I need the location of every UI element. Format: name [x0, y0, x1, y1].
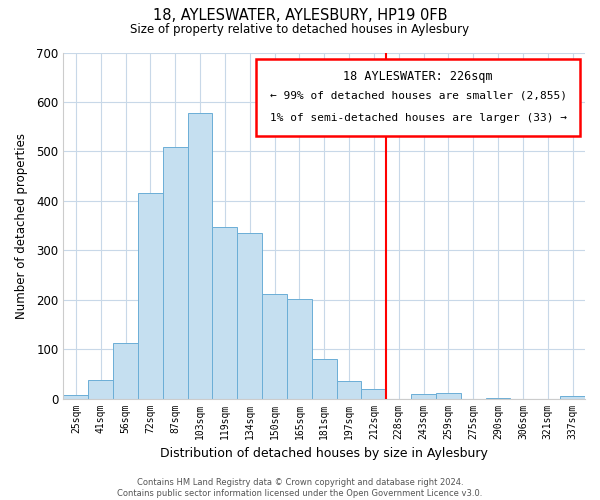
Text: 18, AYLESWATER, AYLESBURY, HP19 0FB: 18, AYLESWATER, AYLESBURY, HP19 0FB — [153, 8, 447, 22]
Bar — [312, 359, 337, 399]
Bar — [113, 342, 138, 398]
Text: Size of property relative to detached houses in Aylesbury: Size of property relative to detached ho… — [130, 22, 470, 36]
Bar — [337, 381, 361, 398]
Bar — [262, 294, 287, 399]
Text: Contains HM Land Registry data © Crown copyright and database right 2024.
Contai: Contains HM Land Registry data © Crown c… — [118, 478, 482, 498]
Bar — [237, 233, 262, 398]
Bar — [138, 194, 163, 398]
X-axis label: Distribution of detached houses by size in Aylesbury: Distribution of detached houses by size … — [160, 447, 488, 460]
Bar — [188, 113, 212, 399]
FancyBboxPatch shape — [256, 60, 580, 136]
Bar — [361, 388, 386, 398]
Bar — [163, 148, 188, 398]
Bar — [88, 380, 113, 398]
Y-axis label: Number of detached properties: Number of detached properties — [15, 132, 28, 318]
Bar — [560, 396, 585, 398]
Bar — [64, 394, 88, 398]
Text: 1% of semi-detached houses are larger (33) →: 1% of semi-detached houses are larger (3… — [269, 113, 566, 123]
Text: 18 AYLESWATER: 226sqm: 18 AYLESWATER: 226sqm — [343, 70, 493, 83]
Text: ← 99% of detached houses are smaller (2,855): ← 99% of detached houses are smaller (2,… — [269, 90, 566, 101]
Bar — [212, 226, 237, 398]
Bar — [436, 392, 461, 398]
Bar — [411, 394, 436, 398]
Bar — [287, 298, 312, 398]
